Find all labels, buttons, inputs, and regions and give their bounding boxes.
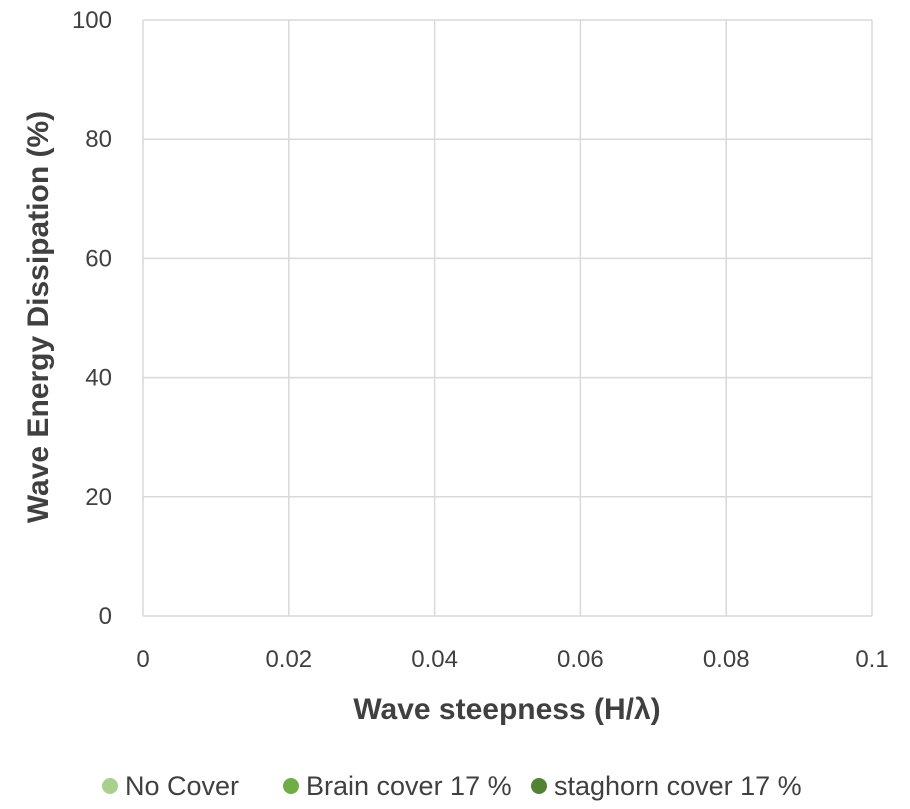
y-tick-label: 60: [85, 245, 112, 272]
y-tick-label: 40: [85, 365, 112, 392]
legend-marker: [531, 778, 547, 794]
legend: No Cover Brain cover 17 % staghorn cover 1…: [102, 771, 802, 801]
x-tick-label: 0.08: [703, 646, 750, 673]
legend-label: staghorn cover 17 %: [554, 771, 802, 801]
y-tick-label: 100: [72, 7, 112, 34]
legend-label: Brain cover 17 %: [306, 771, 512, 801]
y-tick-labels: 0 20 40 60 80 100: [72, 7, 112, 630]
grid: [142, 19, 873, 617]
x-tick-label: 0.02: [265, 646, 312, 673]
x-tick-label: 0.06: [557, 646, 604, 673]
legend-marker: [283, 778, 299, 794]
x-tick-label: 0.04: [411, 646, 458, 673]
legend-item: staghorn cover 17 %: [531, 771, 802, 801]
y-tick-label: 20: [85, 484, 112, 511]
x-tick-labels: 0 0.02 0.04 0.06 0.08 0.1: [136, 646, 888, 673]
legend-label: No Cover: [125, 771, 239, 801]
legend-item: No Cover: [102, 771, 239, 801]
x-tick-label: 0: [136, 646, 149, 673]
legend-marker: [102, 778, 118, 794]
x-tick-label: 0.1: [855, 646, 888, 673]
legend-item: Brain cover 17 %: [283, 771, 512, 801]
y-tick-label: 0: [99, 603, 112, 630]
y-axis-title: Wave Energy Dissipation (%): [22, 111, 55, 523]
x-axis-title: Wave steepness (H/λ): [353, 693, 660, 726]
y-tick-label: 80: [85, 126, 112, 153]
